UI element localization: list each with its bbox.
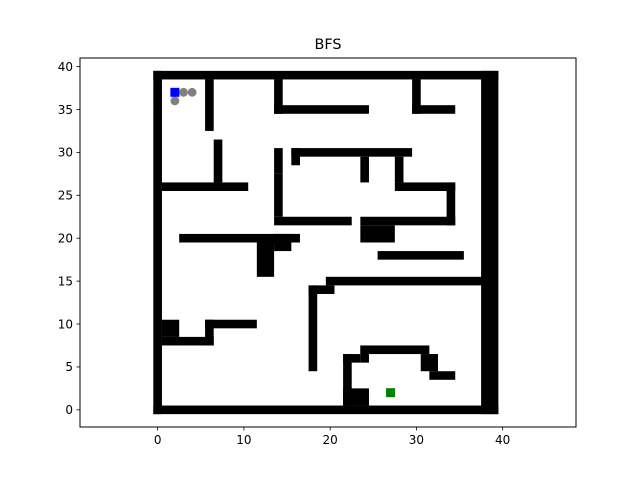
x-tick-label: 40: [495, 433, 510, 447]
wall-segment-29: [161, 319, 180, 337]
x-tick-label: 10: [236, 433, 251, 447]
wall-segment-9: [412, 79, 421, 114]
wall-segment-2: [153, 70, 162, 415]
y-tick-label: 40: [58, 60, 73, 74]
wall-segment-32: [161, 336, 214, 346]
wall-segment-39: [429, 371, 456, 380]
wall-segment-30: [205, 319, 257, 329]
wall-segment-24: [274, 233, 292, 252]
plot-area: [79, 57, 577, 428]
visited-point-2: [187, 87, 197, 97]
wall-segment-21: [360, 225, 395, 243]
visited-point-0: [170, 96, 180, 106]
wall-segment-15: [394, 156, 404, 183]
y-tick-label: 20: [58, 232, 73, 246]
goal-marker: [386, 388, 396, 398]
wall-segment-7: [274, 79, 283, 114]
wall-segment-8: [274, 105, 369, 114]
wall-segment-10: [412, 105, 456, 114]
wall-segment-14: [360, 156, 369, 183]
wall-segment-34: [360, 345, 369, 363]
y-tick-label: 0: [65, 403, 73, 417]
chart-title: BFS: [314, 37, 341, 53]
wall-segment-33: [360, 345, 430, 355]
path-points: [170, 87, 396, 398]
wall-segment-28: [308, 285, 318, 372]
wall-segment-6: [161, 182, 249, 192]
y-tick-label: 15: [58, 274, 73, 288]
wall-segment-5: [213, 139, 223, 183]
visited-point-1: [179, 87, 188, 97]
wall-segment-38: [420, 354, 438, 372]
plot-frame: [79, 57, 577, 428]
x-tick-label: 20: [323, 433, 338, 447]
y-tick-label: 5: [65, 360, 73, 374]
wall-segment-26: [325, 276, 490, 286]
maze-walls: [153, 70, 499, 415]
wall-segment-12: [291, 148, 300, 166]
wall-segment-11: [291, 148, 413, 157]
wall-segment-25: [256, 242, 275, 277]
y-axis: 0 5 10 15 20 25 30 35 40: [58, 60, 80, 417]
y-tick-label: 10: [58, 317, 73, 331]
wall-segment-17: [446, 182, 456, 226]
wall-segment-19: [274, 173, 283, 217]
wall-segment-36: [343, 354, 361, 363]
wall-segment-16: [394, 182, 456, 192]
x-axis: 0 10 20 30 40: [154, 427, 510, 447]
x-tick-label: 30: [409, 433, 424, 447]
y-tick-label: 30: [58, 146, 73, 160]
wall-segment-37: [343, 388, 369, 406]
wall-segment-27: [308, 285, 335, 294]
wall-segment-23: [179, 233, 300, 243]
wall-segment-4: [205, 79, 214, 131]
wall-segment-20: [274, 216, 352, 226]
wall-segment-3: [481, 70, 499, 415]
wall-segment-0: [153, 70, 499, 80]
wall-segment-35: [343, 354, 352, 406]
start-marker: [170, 87, 180, 97]
wall-segment-22: [377, 251, 464, 260]
wall-segment-13: [274, 148, 283, 174]
x-tick-label: 0: [154, 433, 162, 447]
wall-segment-18: [360, 216, 456, 226]
y-tick-label: 35: [58, 103, 73, 117]
wall-segment-1: [153, 405, 499, 415]
wall-segment-31: [205, 319, 214, 346]
y-tick-label: 25: [58, 189, 73, 203]
